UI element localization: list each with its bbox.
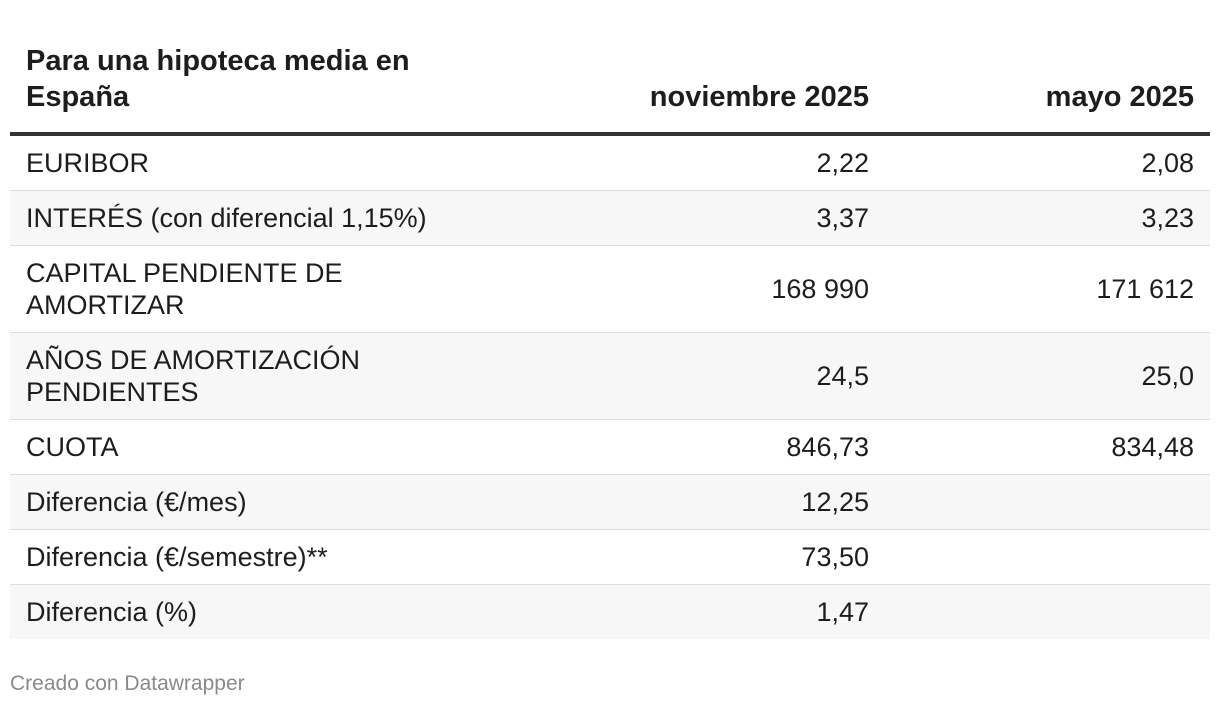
column-header-may-2025: mayo 2025 — [885, 0, 1210, 136]
table-header: Para una hipoteca media en España noviem… — [10, 0, 1210, 136]
cell-may-2025 — [885, 529, 1210, 585]
table-row: CUOTA 846,73 834,48 — [10, 419, 1210, 475]
cell-nov-2025: 2,22 — [470, 134, 885, 191]
cell-may-2025: 25,0 — [885, 332, 1210, 420]
table-row: INTERÉS (con diferencial 1,15%) 3,37 3,23 — [10, 190, 1210, 246]
cell-may-2025: 834,48 — [885, 419, 1210, 475]
row-label: CUOTA — [10, 419, 470, 475]
row-label: Diferencia (€/mes) — [10, 474, 470, 530]
cell-may-2025: 2,08 — [885, 134, 1210, 191]
row-label: INTERÉS (con diferencial 1,15%) — [10, 190, 470, 246]
column-header-nov-2025: noviembre 2025 — [470, 0, 885, 136]
cell-nov-2025: 1,47 — [470, 584, 885, 639]
cell-nov-2025: 846,73 — [470, 419, 885, 475]
row-label: Diferencia (€/semestre)** — [10, 529, 470, 585]
table-row: Diferencia (%) 1,47 — [10, 584, 1210, 639]
cell-may-2025: 3,23 — [885, 190, 1210, 246]
table-row: Diferencia (€/mes) 12,25 — [10, 474, 1210, 530]
row-label: AÑOS DE AMORTIZACIÓN PENDIENTES — [10, 332, 470, 420]
cell-may-2025 — [885, 584, 1210, 639]
cell-may-2025 — [885, 474, 1210, 530]
cell-nov-2025: 73,50 — [470, 529, 885, 585]
cell-may-2025: 171 612 — [885, 245, 1210, 333]
header-row: Para una hipoteca media en España noviem… — [10, 0, 1210, 136]
table-row: CAPITAL PENDIENTE DE AMORTIZAR 168 990 171… — [10, 245, 1210, 333]
cell-nov-2025: 24,5 — [470, 332, 885, 420]
footer-credit: Creado con Datawrapper — [10, 672, 245, 695]
table-body: EURIBOR 2,22 2,08 INTERÉS (con diferencial … — [10, 134, 1210, 639]
cell-nov-2025: 168 990 — [470, 245, 885, 333]
column-header-label: Para una hipoteca media en España — [10, 0, 470, 136]
data-table: Para una hipoteca media en España noviem… — [10, 0, 1210, 639]
table-row: AÑOS DE AMORTIZACIÓN PENDIENTES 24,5 25,0 — [10, 332, 1210, 420]
row-label: EURIBOR — [10, 134, 470, 191]
row-label: CAPITAL PENDIENTE DE AMORTIZAR — [10, 245, 470, 333]
row-label: Diferencia (%) — [10, 584, 470, 639]
data-table-container: Para una hipoteca media en España noviem… — [10, 0, 1210, 639]
table-row: Diferencia (€/semestre)** 73,50 — [10, 529, 1210, 585]
cell-nov-2025: 12,25 — [470, 474, 885, 530]
table-row: EURIBOR 2,22 2,08 — [10, 134, 1210, 191]
cell-nov-2025: 3,37 — [470, 190, 885, 246]
